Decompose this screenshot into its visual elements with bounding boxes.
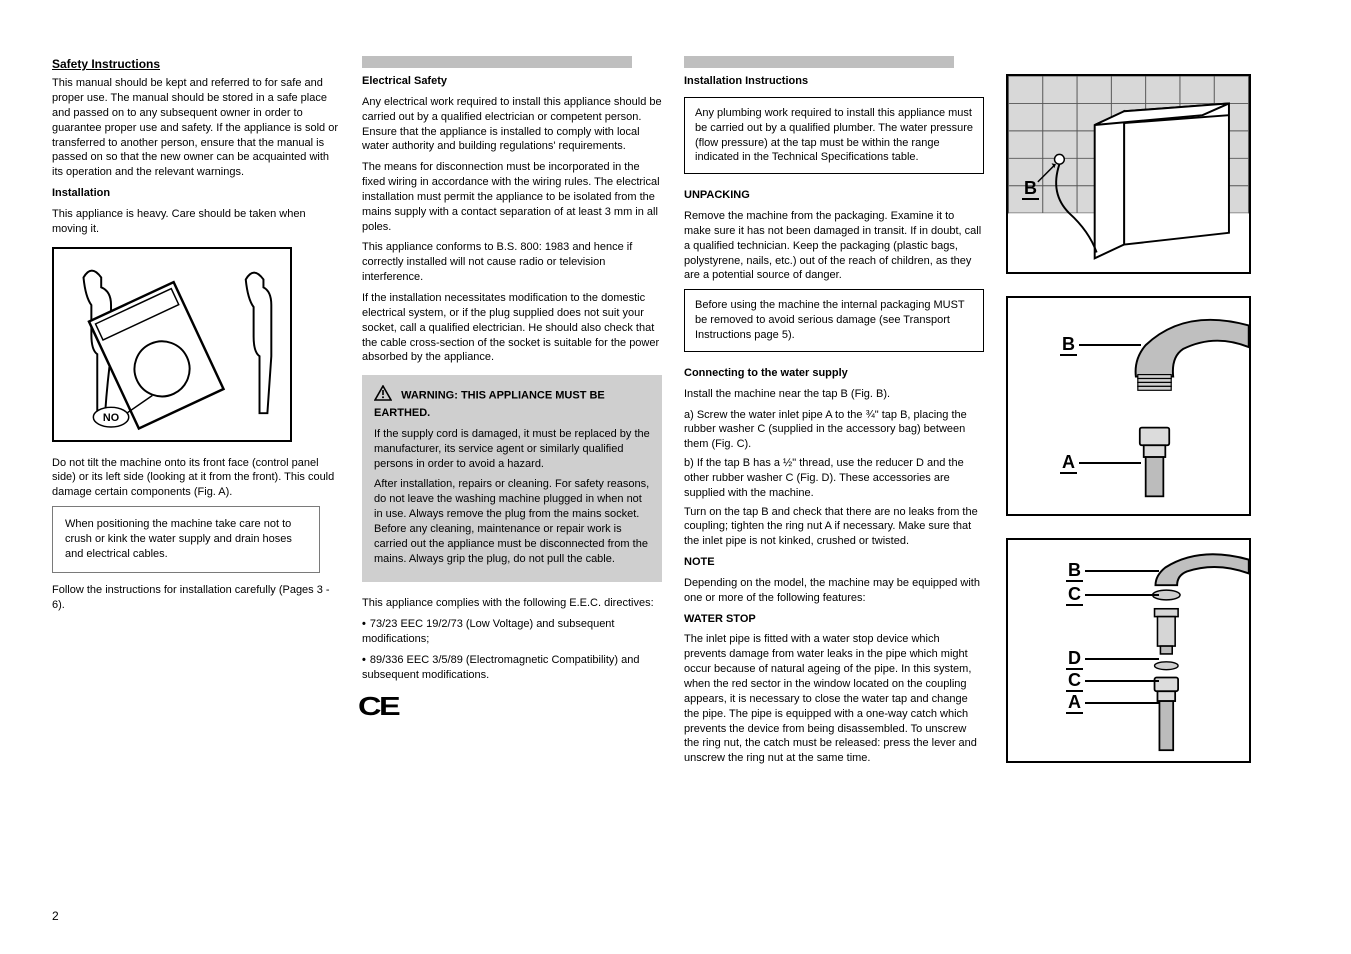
step-a: a) Screw the water inlet pipe A to the ¾… <box>684 408 984 453</box>
figure-c-label-a: A <box>1060 450 1141 474</box>
figure-d-label-c2: C <box>1066 668 1159 692</box>
column-figures: B B A <box>1006 56 1296 785</box>
elec-p1: Any electrical work required to install … <box>362 95 662 154</box>
plumbing-note-box: Any plumbing work required to install th… <box>684 97 984 174</box>
column-electrical: Electrical Safety Any electrical work re… <box>362 56 662 785</box>
directive-1: •73/23 EEC 19/2/73 (Low Voltage) and sub… <box>362 617 662 647</box>
water-connection-p2: Turn on the tap B and check that there a… <box>684 505 984 550</box>
figure-b-placement: B <box>1006 74 1251 274</box>
figure-c-label-b: B <box>1060 332 1141 356</box>
ce-mark: CE <box>362 689 662 724</box>
warning-triangle-icon <box>374 385 392 406</box>
column-installation: Installation Instructions Any plumbing w… <box>684 56 984 785</box>
figure-d-reducer: B C D C A <box>1006 538 1251 763</box>
note-heading: NOTE <box>684 555 984 570</box>
heading-safety: Safety Instructions <box>52 56 340 72</box>
elec-p3: This appliance conforms to B.S. 800: 198… <box>362 240 662 285</box>
column-safety: Safety Instructions This manual should b… <box>52 56 340 785</box>
figure-no-tilt: NO <box>52 247 292 442</box>
step-b: b) If the tap B has a ½" thread, use the… <box>684 456 984 501</box>
elec-p4: If the installation necessitates modific… <box>362 291 662 365</box>
electrical-heading: Electrical Safety <box>362 74 662 89</box>
directives-lead: This appliance complies with the followi… <box>362 596 662 611</box>
warning-box: WARNING: THIS APPLIANCE MUST BE EARTHED.… <box>362 375 662 582</box>
note-p: Depending on the model, the machine may … <box>684 576 984 606</box>
water-connection-heading: Connecting to the water supply <box>684 366 984 381</box>
ce-mark-icon: CE <box>358 689 398 724</box>
figure-b-label: B <box>1022 176 1039 200</box>
figure-d-label-d: D <box>1066 646 1159 670</box>
waterstop-p: The inlet pipe is fitted with a water st… <box>684 632 984 766</box>
unpacking-p: Remove the machine from the packaging. E… <box>684 209 984 283</box>
figure-d-label-c1: C <box>1066 582 1159 606</box>
no-label: NO <box>103 412 119 424</box>
installation-p1: This appliance is heavy. Care should be … <box>52 207 340 237</box>
directive-2: •89/336 EEC 3/5/89 (Electromagnetic Comp… <box>362 653 662 683</box>
safety-intro: This manual should be kept and referred … <box>52 76 340 180</box>
internal-packaging-box: Before using the machine the internal pa… <box>684 289 984 352</box>
water-connection-intro: Install the machine near the tap B (Fig.… <box>684 387 984 402</box>
installation-heading: Installation Instructions <box>684 74 984 89</box>
figure-c-coupling: B A <box>1006 296 1251 516</box>
illustration-no-tilt: NO <box>54 248 290 440</box>
installation-subhead: Installation <box>52 186 340 201</box>
figure-d-label-b: B <box>1066 558 1159 582</box>
bar-installation <box>684 56 954 68</box>
waterstop-heading: WATER STOP <box>684 612 984 627</box>
bar-electrical <box>362 56 632 68</box>
figure-d-label-a: A <box>1066 690 1159 714</box>
connection-steps: a) Screw the water inlet pipe A to the ¾… <box>684 408 984 501</box>
position-note-box: When positioning the machine take care n… <box>52 506 320 573</box>
follow-instructions: Follow the instructions for installation… <box>52 583 340 613</box>
elec-p2: The means for disconnection must be inco… <box>362 160 662 234</box>
no-tilt-caption: Do not tilt the machine onto its front f… <box>52 456 340 501</box>
unpacking-heading: UNPACKING <box>684 188 984 203</box>
page-number: 2 <box>52 908 59 924</box>
